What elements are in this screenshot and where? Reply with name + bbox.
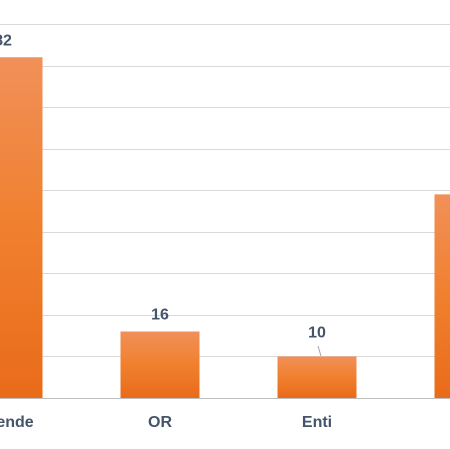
value-label: 16: [151, 307, 169, 324]
x-tick-label: OR: [148, 414, 172, 431]
bar: [277, 356, 357, 398]
leader-line: [317, 345, 322, 357]
bar: [120, 331, 200, 398]
x-tick-label: Aziende: [0, 414, 34, 431]
value-label: 82: [0, 32, 12, 49]
x-tick-label: Enti: [302, 414, 332, 431]
bar: [0, 57, 43, 398]
value-label: 10: [308, 325, 326, 342]
bar: [434, 194, 450, 398]
